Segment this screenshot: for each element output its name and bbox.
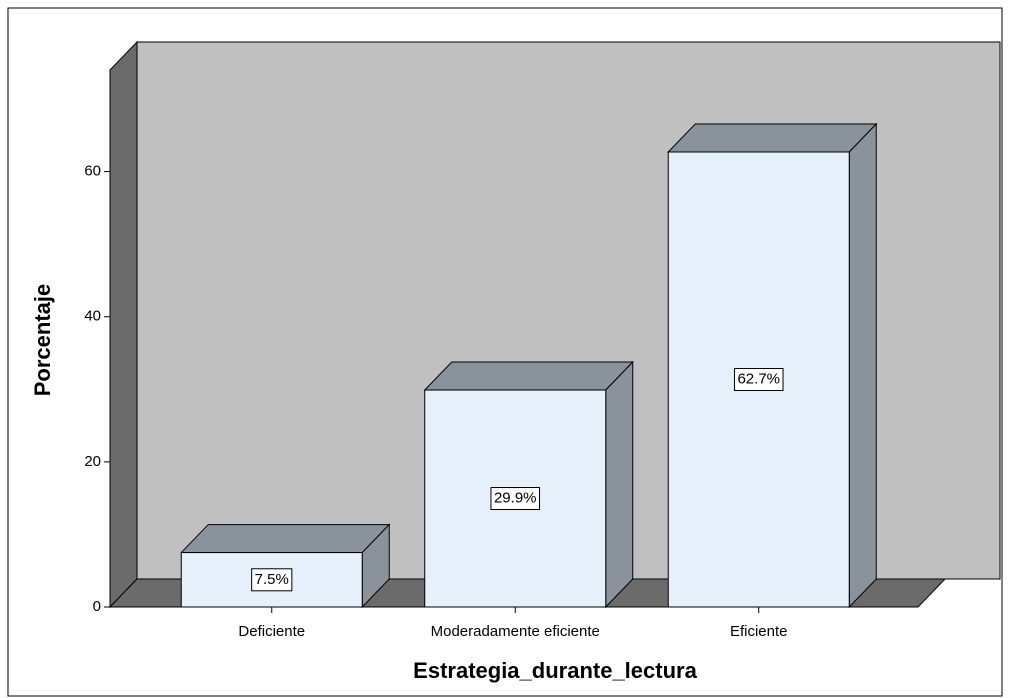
bar-top <box>667 123 878 153</box>
value-label-box <box>251 568 293 592</box>
y-tick-label: 60 <box>84 163 101 180</box>
y-axis-label: Porcentaje <box>30 284 55 397</box>
x-tick-label: Eficiente <box>730 623 788 640</box>
x-tick-label: Moderadamente eficiente <box>431 623 600 640</box>
side-wall <box>109 40 138 609</box>
bar-side <box>848 122 877 609</box>
y-tick-label: 40 <box>84 308 101 325</box>
value-label: 29.9% <box>494 489 537 506</box>
bar-side <box>605 360 634 609</box>
x-axis-label: Estrategia_durante_lectura <box>413 658 697 683</box>
value-label: 62.7% <box>737 370 780 387</box>
bar-top <box>180 524 391 554</box>
x-tick-label: Deficiente <box>238 623 305 640</box>
y-tick-label: 20 <box>84 453 101 470</box>
y-tick-label: 0 <box>93 598 101 615</box>
bar-top <box>423 361 634 391</box>
value-label-box <box>733 368 784 392</box>
value-label: 7.5% <box>255 571 289 588</box>
value-label-box <box>490 487 541 511</box>
